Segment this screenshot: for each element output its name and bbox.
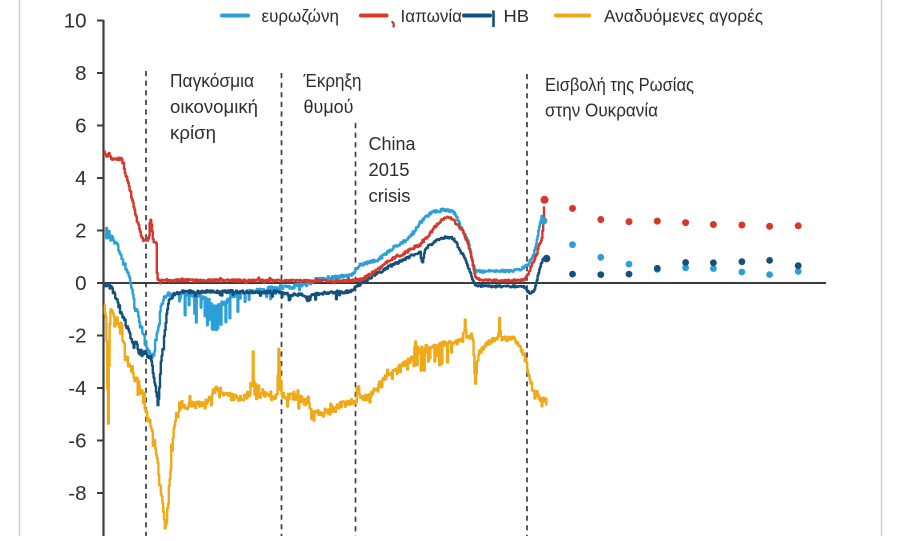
svg-text:-4: -4	[68, 377, 86, 400]
svg-text:στην Ουκρανία: στην Ουκρανία	[545, 100, 658, 121]
svg-text:Αναδυόμενες αγορές: Αναδυόμενες αγορές	[604, 6, 763, 26]
svg-text:China: China	[369, 133, 417, 154]
svg-text:Έκρηξη: Έκρηξη	[303, 70, 362, 91]
svg-text:ΗΒ: ΗΒ	[504, 6, 530, 26]
svg-text:crisis: crisis	[369, 185, 411, 206]
svg-text:οικονομική: οικονομική	[170, 96, 258, 117]
svg-text:6: 6	[75, 115, 86, 138]
svg-text:-2: -2	[68, 325, 86, 348]
svg-text:2015: 2015	[369, 159, 410, 180]
svg-text:κρίση: κρίση	[170, 122, 216, 143]
svg-text:ευρωζώνη: ευρωζώνη	[262, 6, 339, 26]
svg-text:-6: -6	[68, 430, 86, 453]
svg-text:0: 0	[75, 272, 86, 295]
svg-text:Ιαπωνία: Ιαπωνία	[401, 6, 463, 26]
svg-text:10: 10	[64, 10, 87, 33]
svg-text:4: 4	[75, 167, 86, 190]
svg-text:Εισβολή της Ρωσίας: Εισβολή της Ρωσίας	[545, 74, 694, 95]
svg-text:8: 8	[75, 62, 86, 85]
svg-text:-8: -8	[68, 482, 86, 505]
svg-text:θυμού: θυμού	[304, 96, 354, 117]
svg-text:2: 2	[75, 220, 86, 243]
svg-text:Παγκόσμια: Παγκόσμια	[170, 70, 254, 91]
